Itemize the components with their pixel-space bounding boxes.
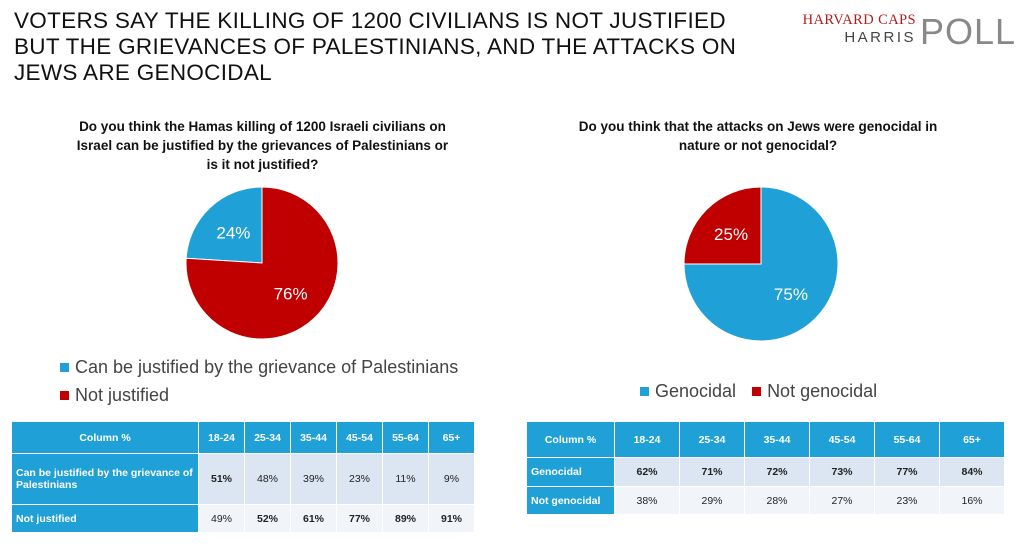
logo-harris: HARRIS [844, 29, 916, 46]
column-header: 18-24 [615, 422, 680, 458]
table-cell: 28% [745, 487, 810, 515]
table-cell: 51% [199, 454, 245, 505]
table-cell: 48% [245, 454, 291, 505]
left-question-line-2: Israel can be justified by the grievance… [76, 138, 449, 153]
column-header: 65+ [940, 422, 1005, 458]
table-row: Can be justified by the grievance of Pal… [12, 454, 475, 505]
table-row: Not justified 49% 52% 61% 77% 89% 91% [12, 505, 475, 533]
left-legend: Can be justified by the grievance of Pal… [60, 353, 458, 409]
legend-item-not-genocidal: Not genocidal [752, 381, 877, 402]
table-cell: 71% [680, 458, 745, 487]
legend-swatch-red [752, 387, 762, 396]
headline-line-1: VOTERS SAY THE KILLING OF 1200 CIVILIANS… [14, 8, 726, 33]
headline: VOTERS SAY THE KILLING OF 1200 CIVILIANS… [14, 8, 754, 86]
table-corner: Column % [527, 422, 615, 458]
logo-poll: POLL [919, 11, 1016, 52]
table-cell: 91% [429, 505, 475, 533]
table-row: Genocidal 62% 71% 72% 73% 77% 84% [527, 458, 1005, 487]
legend-item-not-justified: Not justified [60, 381, 458, 409]
column-header: 35-44 [291, 422, 337, 454]
row-label: Genocidal [527, 458, 615, 487]
table-cell: 23% [875, 487, 940, 515]
legend-item-justified: Can be justified by the grievance of Pal… [60, 353, 458, 381]
table-cell: 49% [199, 505, 245, 533]
column-header: 55-64 [875, 422, 940, 458]
pie-data-label: 24% [216, 224, 250, 243]
column-header: 25-34 [680, 422, 745, 458]
legend-swatch-blue [640, 387, 649, 396]
legend-label-not-justified: Not justified [75, 384, 170, 405]
table-cell: 77% [875, 458, 940, 487]
left-pie-chart: 24% 76% [185, 186, 339, 340]
headline-line-3: JEWS ARE GENOCIDAL [14, 60, 272, 85]
pie-slice-first [683, 186, 839, 342]
column-header: 55-64 [383, 422, 429, 454]
table-cell: 29% [680, 487, 745, 515]
table-cell: 73% [810, 458, 875, 487]
left-crosstab-table: Column % 18-24 25-34 35-44 45-54 55-64 6… [12, 422, 475, 533]
table-cell: 77% [337, 505, 383, 533]
table-cell: 61% [291, 505, 337, 533]
table-cell: 11% [383, 454, 429, 505]
pie-data-label: 76% [274, 284, 308, 303]
column-header: 25-34 [245, 422, 291, 454]
legend-item-genocidal: Genocidal [640, 381, 736, 402]
table-header-row: Column % 18-24 25-34 35-44 45-54 55-64 6… [12, 422, 475, 454]
pie-slice-second [683, 186, 762, 265]
table-cell: 23% [337, 454, 383, 505]
row-label: Not genocidal [527, 487, 615, 515]
right-question-line-1: Do you think that the attacks on Jews we… [578, 119, 938, 134]
legend-swatch-blue [60, 362, 69, 372]
pie-data-label: 75% [774, 285, 808, 304]
logo-harvard-caps: HARVARD CAPS [802, 12, 916, 28]
table-cell: 72% [745, 458, 810, 487]
pie-slice-second [185, 186, 339, 340]
table-cell: 39% [291, 454, 337, 505]
table-corner: Column % [12, 422, 199, 454]
column-header: 65+ [429, 422, 475, 454]
table-cell: 9% [429, 454, 475, 505]
left-question-line-3: is it not justified? [206, 157, 319, 172]
right-pie-chart: 75% 25% [683, 186, 839, 342]
harvard-caps-harris-poll-logo: HARVARD CAPS HARRIS POLL [803, 12, 1018, 52]
column-header: 45-54 [810, 422, 875, 458]
column-header: 18-24 [199, 422, 245, 454]
table-cell: 89% [383, 505, 429, 533]
headline-line-2: BUT THE GRIEVANCES OF PALESTINIANS, AND … [14, 34, 737, 59]
table-cell: 62% [615, 458, 680, 487]
table-cell: 16% [940, 487, 1005, 515]
left-question: Do you think the Hamas killing of 1200 I… [40, 117, 485, 174]
right-question: Do you think that the attacks on Jews we… [538, 117, 978, 155]
table-header-row: Column % 18-24 25-34 35-44 45-54 55-64 6… [527, 422, 1005, 458]
row-label: Can be justified by the grievance of Pal… [12, 454, 199, 505]
left-question-line-1: Do you think the Hamas killing of 1200 I… [79, 119, 446, 134]
pie-slice-first [185, 186, 263, 264]
legend-label-not-genocidal: Not genocidal [767, 381, 878, 401]
column-header: 45-54 [337, 422, 383, 454]
right-legend: Genocidal Not genocidal [640, 381, 877, 402]
table-cell: 52% [245, 505, 291, 533]
right-question-line-2: nature or not genocidal? [678, 138, 838, 153]
table-cell: 27% [810, 487, 875, 515]
legend-label-genocidal: Genocidal [655, 381, 737, 401]
table-cell: 84% [940, 458, 1005, 487]
column-header: 35-44 [745, 422, 810, 458]
table-cell: 38% [615, 487, 680, 515]
legend-swatch-red [60, 390, 69, 400]
pie-data-label: 25% [714, 225, 748, 244]
legend-label-justified: Can be justified by the grievance of Pal… [75, 356, 459, 377]
table-row: Not genocidal 38% 29% 28% 27% 23% 16% [527, 487, 1005, 515]
row-label: Not justified [12, 505, 199, 533]
right-crosstab-table: Column % 18-24 25-34 35-44 45-54 55-64 6… [527, 422, 1005, 515]
